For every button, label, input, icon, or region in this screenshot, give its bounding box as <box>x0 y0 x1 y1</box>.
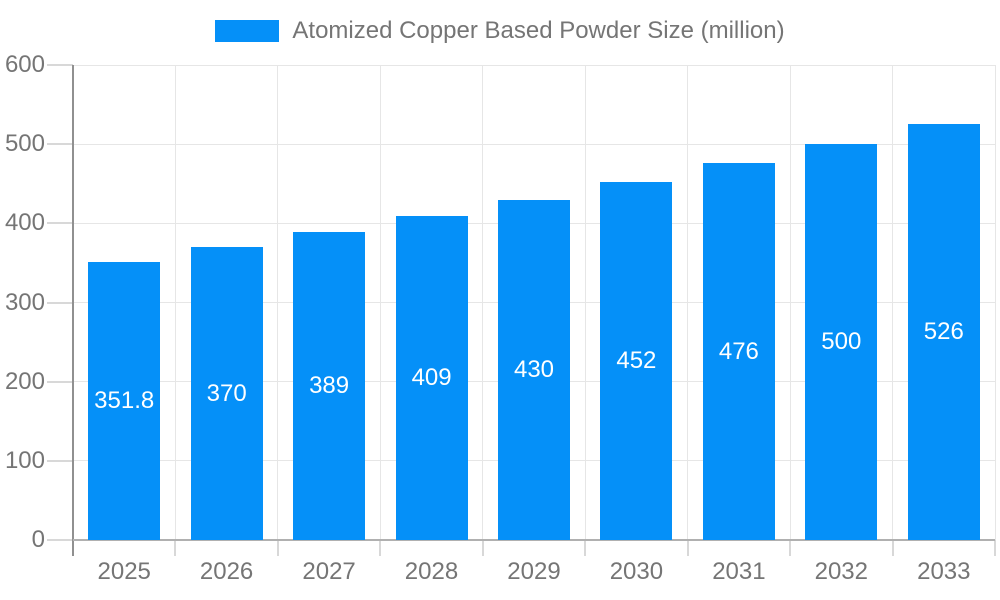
bar-value-label: 430 <box>513 355 555 383</box>
bar-value-label: 476 <box>718 337 759 365</box>
x-axis-line <box>73 539 995 541</box>
chart-legend[interactable]: Atomized Copper Based Powder Size (milli… <box>0 17 1000 45</box>
x-tick-label: 2028 <box>404 558 459 585</box>
x-gridline <box>174 65 176 540</box>
y-tick <box>47 380 73 383</box>
bar-value-label: 389 <box>309 372 350 399</box>
y-tick <box>47 222 73 225</box>
y-tick-label: 500 <box>4 130 45 158</box>
x-tick-label: 2030 <box>609 558 664 585</box>
x-tick <box>379 540 382 556</box>
bar-value-label: 500 <box>821 328 862 356</box>
bar[interactable] <box>805 144 878 540</box>
y-tick <box>47 301 73 304</box>
y-tick <box>47 143 73 146</box>
x-tick-label: 2033 <box>917 558 971 585</box>
bar[interactable] <box>88 261 161 540</box>
x-tick-label: 2029 <box>507 558 561 585</box>
x-tick-label: 2026 <box>199 558 254 585</box>
y-tick <box>47 64 73 66</box>
bar[interactable] <box>702 163 775 540</box>
x-tick <box>584 540 587 556</box>
x-gridline <box>482 65 484 540</box>
x-tick <box>686 540 689 556</box>
x-tick-label: 2027 <box>302 558 356 585</box>
y-tick-label: 400 <box>4 209 45 237</box>
bar-value-label: 351.8 <box>94 386 155 414</box>
bar[interactable] <box>190 247 263 540</box>
x-gridline <box>892 65 894 540</box>
y-tick <box>47 539 73 541</box>
bar-value-label: 409 <box>411 364 452 392</box>
y-tick-label: 600 <box>4 51 45 78</box>
y-gridline <box>73 64 995 66</box>
bar[interactable] <box>395 216 468 540</box>
x-gridline <box>687 65 689 540</box>
bar-value-label: 526 <box>923 317 964 345</box>
x-gridline <box>584 65 586 540</box>
x-gridline <box>277 65 279 540</box>
x-tick <box>276 540 279 556</box>
legend-label: Atomized Copper Based Powder Size (milli… <box>292 17 785 44</box>
legend-swatch <box>215 20 280 42</box>
x-tick-label: 2031 <box>712 558 766 585</box>
x-tick <box>994 540 996 556</box>
y-tick-label: 0 <box>31 526 45 553</box>
x-gridline <box>379 65 381 540</box>
y-tick-label: 200 <box>4 367 45 395</box>
x-tick <box>891 540 894 556</box>
y-tick-label: 100 <box>4 446 45 474</box>
y-tick <box>47 459 73 462</box>
bar[interactable] <box>907 123 980 540</box>
bar-value-label: 370 <box>206 379 247 407</box>
x-tick <box>789 540 792 556</box>
x-tick-label: 2032 <box>814 558 868 585</box>
y-gridline <box>73 143 995 145</box>
bar-value-label: 452 <box>616 347 657 375</box>
x-tick <box>481 540 484 556</box>
bar[interactable] <box>498 199 570 540</box>
y-tick-label: 300 <box>4 288 45 316</box>
x-tick <box>174 540 177 556</box>
x-tick-label: 2025 <box>97 558 151 585</box>
bar[interactable] <box>293 232 366 540</box>
x-gridline <box>789 65 791 540</box>
x-gridline <box>994 65 996 540</box>
y-axis-line <box>72 65 74 556</box>
bar[interactable] <box>600 182 673 540</box>
